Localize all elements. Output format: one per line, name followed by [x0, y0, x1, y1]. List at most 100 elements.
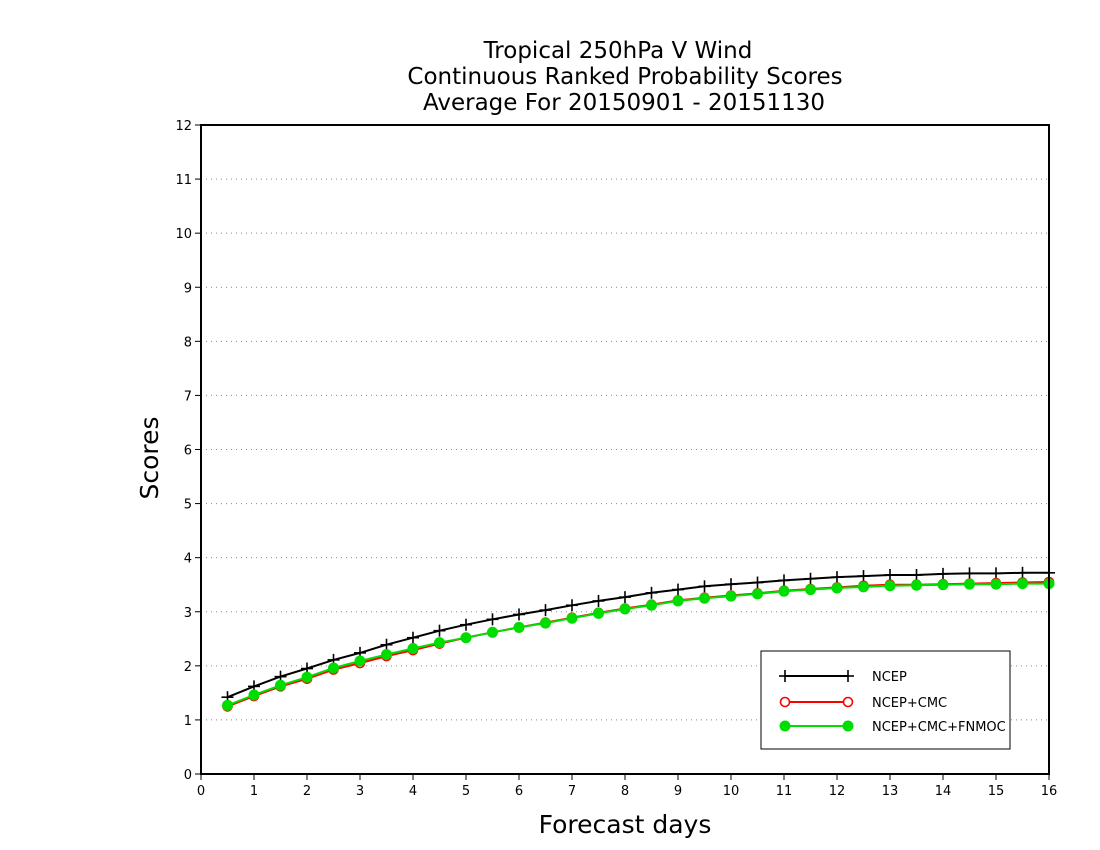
y-tick-label: 7 [184, 389, 192, 404]
data-point-ncep [460, 618, 472, 631]
x-tick-label: 1 [250, 784, 258, 799]
legend-item-ncep-cmc: NCEP+CMC [779, 696, 947, 711]
data-point-ncep [963, 567, 976, 580]
x-tick-label: 6 [515, 784, 523, 799]
y-tick-label: 9 [184, 281, 192, 296]
data-point-ncep [513, 608, 525, 621]
series-ncep [221, 566, 1055, 704]
x-tick-label: 15 [988, 784, 1005, 799]
data-point-ncep [539, 604, 552, 617]
title-line-1: Tropical 250hPa V Wind [483, 38, 753, 64]
data-point-ncep [831, 571, 843, 584]
data-point-ncep [619, 591, 631, 604]
y-tick-label: 6 [184, 444, 192, 459]
x-tick-label: 12 [829, 784, 846, 799]
data-point-ncep [725, 578, 737, 591]
legend-label: NCEP+CMC+FNMOC [872, 720, 1006, 735]
y-tick-label: 0 [184, 768, 192, 783]
data-point-ncep [937, 567, 949, 580]
data-point-ncep [990, 567, 1002, 580]
data-point-ncep [698, 580, 711, 593]
data-point-ncep [433, 624, 446, 637]
legend-marker [842, 720, 854, 732]
y-tick-label: 2 [184, 660, 192, 675]
x-tick-label: 7 [568, 784, 576, 799]
data-point-ncep-cmc-fnmoc [964, 578, 975, 590]
data-point-ncep-cmc-fnmoc [725, 590, 737, 602]
x-tick-label: 9 [674, 784, 682, 799]
y-axis-label: Scores [135, 416, 164, 499]
series-lines [221, 566, 1055, 712]
data-point-ncep-cmc-fnmoc [858, 581, 869, 593]
data-point-ncep [407, 631, 419, 644]
legend-item-ncep-cmc-fnmoc: NCEP+CMC+FNMOC [779, 720, 1006, 735]
chart-title: Tropical 250hPa V Wind Continuous Ranked… [407, 38, 842, 116]
x-tick-label: 8 [621, 784, 629, 799]
y-tick-label: 8 [184, 335, 192, 350]
data-point-ncep-cmc-fnmoc [619, 603, 631, 615]
data-point-ncep-cmc-fnmoc [672, 595, 684, 607]
x-tick-label: 3 [356, 784, 364, 799]
legend-marker [842, 670, 854, 682]
data-point-ncep-cmc-fnmoc [805, 584, 816, 596]
legend-marker [779, 696, 791, 708]
legend: NCEP NCEP+CMC NCEP+CMC+FNMOC [760, 650, 1011, 750]
data-point-ncep-cmc-fnmoc [646, 599, 657, 611]
x-axis-label: Forecast days [539, 810, 712, 839]
data-point-ncep-cmc-fnmoc [487, 626, 498, 638]
x-tick-label: 5 [462, 784, 470, 799]
data-point-ncep [884, 568, 896, 581]
data-point-ncep-cmc-fnmoc [593, 607, 604, 619]
y-tick-label: 11 [175, 173, 192, 188]
data-point-ncep-cmc-fnmoc [407, 643, 419, 655]
x-tick-label: 11 [776, 784, 793, 799]
x-tick-label: 4 [409, 784, 417, 799]
legend-marker [779, 670, 791, 682]
legend-marker [779, 720, 791, 732]
y-tick-label: 12 [175, 119, 192, 134]
title-line-3: Average For 20150901 - 20151130 [423, 90, 825, 116]
data-point-ncep-cmc-fnmoc [990, 578, 1002, 590]
y-tick-label: 4 [184, 552, 192, 567]
data-point-ncep [804, 572, 817, 585]
data-point-ncep-cmc-fnmoc [540, 617, 551, 629]
data-point-ncep-cmc-fnmoc [354, 655, 366, 667]
x-tick-label: 14 [935, 784, 952, 799]
legend-box [760, 650, 1011, 750]
data-point-ncep-cmc-fnmoc [911, 579, 922, 591]
data-point-ncep [910, 568, 923, 581]
data-point-ncep-cmc-fnmoc [275, 679, 286, 691]
x-tick-label: 10 [723, 784, 740, 799]
title-line-2: Continuous Ranked Probability Scores [407, 64, 842, 90]
data-point-ncep-cmc-fnmoc [301, 671, 313, 683]
legend-label: NCEP+CMC [872, 696, 947, 711]
data-point-ncep-cmc-fnmoc [328, 662, 339, 674]
data-point-ncep [778, 574, 790, 587]
legend-marker [842, 696, 854, 708]
data-point-ncep-cmc-fnmoc [460, 632, 472, 644]
data-point-ncep-cmc-fnmoc [566, 612, 578, 624]
data-point-ncep [380, 638, 393, 651]
y-tick-label: 10 [175, 227, 192, 242]
data-point-ncep-cmc-fnmoc [884, 580, 896, 592]
data-point-ncep [672, 583, 684, 596]
data-point-ncep-cmc-fnmoc [222, 699, 233, 711]
x-tick-label: 2 [303, 784, 311, 799]
data-point-ncep-cmc-fnmoc [937, 579, 949, 591]
data-point-ncep-cmc-fnmoc [752, 588, 763, 600]
legend-item-ncep: NCEP [779, 670, 907, 685]
data-point-ncep [751, 576, 764, 589]
x-tick-label: 16 [1041, 784, 1058, 799]
data-point-ncep-cmc-fnmoc [1017, 578, 1028, 590]
data-point-ncep-cmc-fnmoc [831, 582, 843, 594]
legend-label: NCEP [872, 670, 907, 685]
data-point-ncep [857, 570, 870, 583]
data-point-ncep-cmc-fnmoc [381, 648, 392, 660]
data-point-ncep [486, 613, 499, 626]
data-point-ncep-cmc-fnmoc [513, 621, 525, 633]
data-point-ncep [566, 599, 578, 612]
data-point-ncep-cmc-fnmoc [248, 689, 260, 701]
gridlines [201, 178, 1049, 721]
